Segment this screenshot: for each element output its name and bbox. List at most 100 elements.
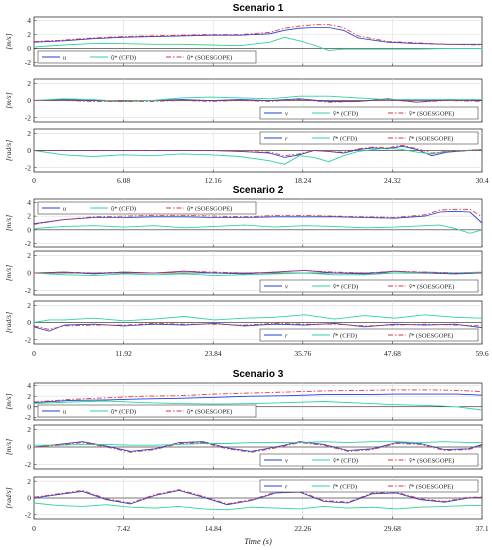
series-line-cfd (33, 224, 483, 234)
legend-entry: v (285, 110, 288, 117)
x-tick-label: 0 (32, 176, 36, 185)
series-group (33, 441, 483, 453)
series-group (33, 208, 483, 234)
y-tick-label: 4 (27, 381, 31, 390)
x-tick-label: 7.42 (117, 524, 130, 533)
x-axis-label: Time (s) (244, 536, 272, 546)
legend-entry: u (63, 205, 67, 212)
legend: u û* (CFD) û* (SOESGOPE) (37, 404, 257, 418)
legend-entry: v (285, 457, 288, 464)
panel-1: 420-2[m/s]u û* (CFD) û* (SOESGOPE) (4, 381, 483, 422)
panel-3: 2 0 -2 [rad/s] r r̂* (CFD) r̂* (SOESGOPE) (4, 128, 483, 173)
y-tick-label: 2 (27, 129, 31, 138)
x-tick-label: 0 (32, 524, 36, 533)
y-tick-label: 2 (27, 301, 31, 310)
y-tick-label: 0 (27, 146, 31, 155)
y-tick-label: 0 (27, 96, 31, 105)
y-tick-label: -2 (25, 413, 31, 422)
legend-entry: u (63, 408, 67, 415)
y-tick-label: 2 (27, 477, 31, 486)
legend-box (259, 279, 479, 293)
legend-entry: û* (CFD) (111, 205, 136, 212)
y-tick-label: 0 (27, 269, 31, 278)
series-line-measured (33, 489, 483, 506)
y-tick-label: -2 (25, 239, 31, 248)
x-tick-label: 29.68 (384, 524, 401, 533)
y-tick-label: 0 (27, 494, 31, 503)
series-group (33, 144, 483, 165)
y-tick-label: -2 (25, 460, 31, 469)
y-tick-label: 2 (27, 212, 31, 221)
panel-1: 420-2[m/s]u û* (CFD) û* (SOESGOPE) (4, 198, 483, 248)
y-tick-label: 2 (27, 251, 31, 260)
legend-entry: v̂* (CFD) (333, 457, 358, 464)
series-line-soesgope (33, 442, 483, 453)
y-tick-label: -2 (25, 286, 31, 295)
legend-entry: v̂* (SOESGOPE) (409, 110, 455, 117)
panel-1: 420-2[m/s]u û* (CFD) û* (SOESGOPE) (4, 16, 483, 67)
legend: v v̂* (CFD) v̂* (SOESGOPE) (259, 279, 479, 293)
legend-entry: û* (CFD) (111, 408, 136, 415)
panel-3: 2 0 -2 [rad/s] r r̂* (CFD) r̂* (SOESGOPE) (4, 300, 483, 345)
y-tick-label: 0 (27, 318, 31, 327)
series-group (33, 389, 483, 411)
series-line-cfd (33, 314, 483, 323)
y-tick-label: 4 (27, 16, 31, 25)
series-line-measured (33, 210, 483, 225)
panel-2: 2 0 -2 [m/s] v v̂* (CFD) v̂* (SOESGOPE) (4, 250, 483, 296)
legend: r r̂* (CFD) r̂* (SOESGOPE) (259, 328, 479, 342)
y-tick-label: 0 (27, 443, 31, 452)
y-tick-label: -2 (25, 163, 31, 172)
legend-box (259, 131, 479, 145)
legend-entry: v (285, 283, 288, 290)
series-line-measured (33, 27, 482, 45)
y-tick-label: 0 (27, 402, 31, 411)
series-line-measured (34, 145, 483, 158)
legend-box (259, 479, 479, 493)
y-tick-label: -2 (25, 510, 31, 519)
x-tick-label: 24.32 (384, 176, 401, 185)
legend-entry: v̂* (SOESGOPE) (409, 457, 455, 464)
legend-entry: r̂* (CFD) (332, 135, 357, 142)
legend-entry: v̂* (SOESGOPE) (409, 283, 455, 290)
series-group (33, 269, 483, 277)
legend-box (37, 201, 257, 215)
y-axis-label: [m/s] (4, 393, 13, 409)
series-group (33, 314, 483, 332)
series-line-soesgope (33, 389, 483, 403)
series-line-cfd (33, 271, 483, 277)
y-tick-label: 2 (27, 30, 31, 39)
legend: u û* (CFD) û* (SOESGOPE) (37, 201, 257, 215)
x-tick-label: 23.84 (205, 349, 222, 358)
series-group (33, 24, 483, 52)
x-tick-label: 35.76 (294, 349, 311, 358)
legend-entry: r̂* (SOESGOPE) (408, 135, 453, 142)
series-line-soesgope (34, 144, 483, 157)
series-line-cfd (33, 36, 482, 52)
legend-entry: r̂* (CFD) (332, 332, 357, 339)
legend: v v̂* (CFD) v̂* (SOESGOPE) (259, 106, 479, 120)
legend-entry: û* (SOESGOPE) (187, 408, 232, 415)
legend-entry: v̂* (CFD) (333, 110, 358, 117)
x-tick-label: 14.84 (205, 524, 222, 533)
y-axis-label: [rad/s] (4, 487, 13, 508)
series-line-cfd (33, 400, 483, 411)
x-tick-label: 11.92 (115, 349, 132, 358)
legend: r r̂* (CFD) r̂* (SOESGOPE) (259, 479, 479, 493)
series-line-soesgope (33, 322, 483, 330)
legend-box (259, 453, 479, 467)
legend-box (37, 404, 257, 418)
legend-box (37, 50, 257, 64)
x-tick-label: 47.68 (384, 349, 401, 358)
x-tick-label: 37.1 (475, 524, 488, 533)
series-group (33, 95, 483, 103)
y-tick-label: 4 (27, 198, 31, 207)
y-tick-label: 0 (27, 225, 31, 234)
y-tick-label: -2 (25, 335, 31, 344)
legend-entry: r (285, 332, 288, 339)
scenario-title: Scenario 1 (233, 3, 284, 14)
scenario-title: Scenario 2 (233, 185, 284, 196)
